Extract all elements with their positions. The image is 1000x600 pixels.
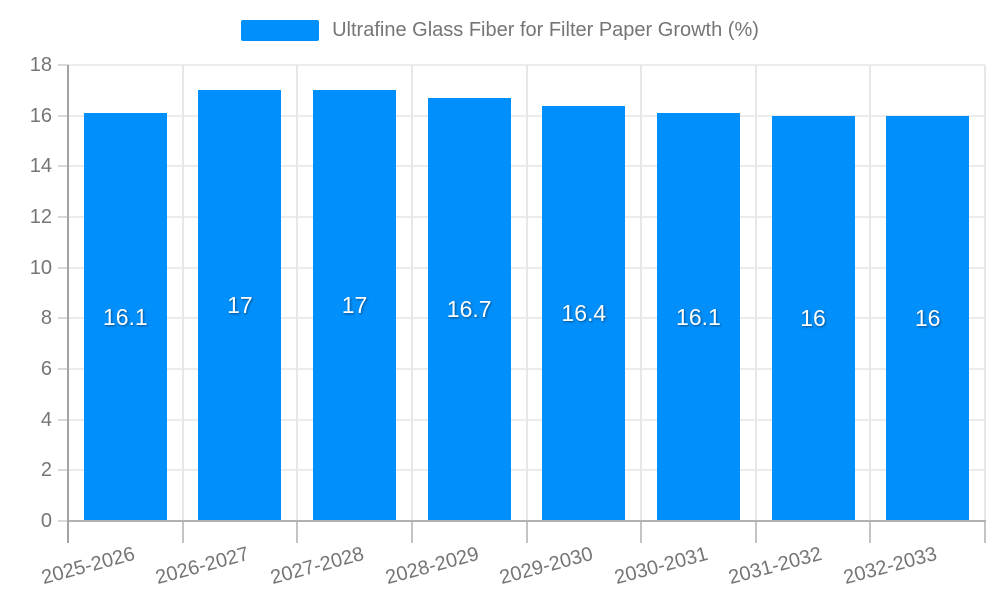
y-tick-label: 18: [29, 54, 52, 76]
y-tick-label: 12: [29, 206, 52, 228]
bar-value-label: 16: [914, 304, 941, 331]
x-axis-tick: [869, 521, 872, 543]
x-axis-tick: [754, 521, 757, 543]
y-axis-tick: [58, 520, 68, 522]
bar[interactable]: 16.7: [427, 97, 511, 521]
bar[interactable]: 16: [771, 115, 855, 521]
bar[interactable]: 17: [198, 90, 282, 521]
y-tick-label: 8: [40, 307, 52, 330]
legend-item[interactable]: Ultrafine Glass Fiber for Filter Paper G…: [241, 19, 759, 42]
y-axis-tick: [58, 469, 68, 472]
y-axis-tick: [58, 64, 68, 66]
bar-value-label: 16.4: [561, 299, 607, 326]
bar[interactable]: 16.1: [83, 113, 167, 521]
x-axis-tick: [296, 521, 299, 543]
x-tick-label: 2031-2032: [726, 543, 825, 590]
y-tick-label: 2: [40, 459, 52, 482]
x-tick-label: 2029-2030: [497, 543, 596, 590]
y-axis-tick: [58, 418, 68, 421]
bar[interactable]: 16.1: [656, 113, 740, 521]
x-axis-tick: [984, 521, 986, 543]
y-tick-label: 0: [40, 510, 52, 532]
x-tick-label: 2032-2033: [841, 543, 940, 590]
x-axis-tick: [181, 521, 184, 543]
y-tick-label: 14: [29, 155, 52, 178]
x-tick-label: 2030-2031: [612, 543, 711, 590]
bar-value-label: 16.1: [676, 303, 721, 330]
gridline-vertical: [181, 65, 184, 521]
x-axis-tick: [640, 521, 643, 543]
gridline-vertical: [296, 65, 299, 521]
y-axis-tick: [58, 216, 68, 218]
gridline-vertical: [869, 65, 872, 521]
y-axis-tick: [58, 317, 68, 320]
bar[interactable]: 16: [886, 115, 970, 521]
bar-value-label: 16.7: [446, 295, 492, 322]
legend-swatch-icon: [241, 20, 320, 41]
bar[interactable]: 17: [313, 90, 397, 521]
gridline-vertical: [410, 65, 413, 521]
x-axis-line: [67, 520, 986, 522]
bar-value-label: 17: [227, 292, 253, 319]
x-tick-label: 2027-2028: [268, 543, 367, 590]
bar-value-label: 17: [341, 292, 368, 319]
y-axis-tick: [58, 266, 68, 269]
y-tick-label: 16: [29, 104, 52, 127]
x-tick-label: 2028-2029: [382, 543, 481, 590]
x-tick-label: 2025-2026: [38, 543, 138, 590]
y-axis-tick: [58, 114, 68, 117]
y-axis-tick: [58, 368, 68, 370]
gridline-vertical: [525, 65, 528, 521]
x-axis-tick: [525, 521, 528, 543]
bar-value-label: 16.1: [102, 303, 148, 330]
y-axis-line: [67, 65, 69, 543]
x-tick-label: 2026-2027: [153, 543, 252, 590]
bar[interactable]: 16.4: [542, 105, 626, 521]
legend: Ultrafine Glass Fiber for Filter Paper G…: [0, 19, 1000, 42]
gridline-vertical: [640, 65, 643, 521]
gridline-vertical: [984, 65, 986, 521]
x-axis-tick: [410, 521, 413, 543]
y-tick-label: 10: [29, 256, 52, 279]
y-tick-label: 4: [40, 408, 52, 431]
y-tick-label: 6: [40, 358, 52, 380]
gridline-vertical: [754, 65, 757, 521]
y-axis-tick: [58, 165, 68, 168]
legend-label: Ultrafine Glass Fiber for Filter Paper G…: [332, 19, 759, 41]
bar-value-label: 16: [800, 304, 826, 331]
